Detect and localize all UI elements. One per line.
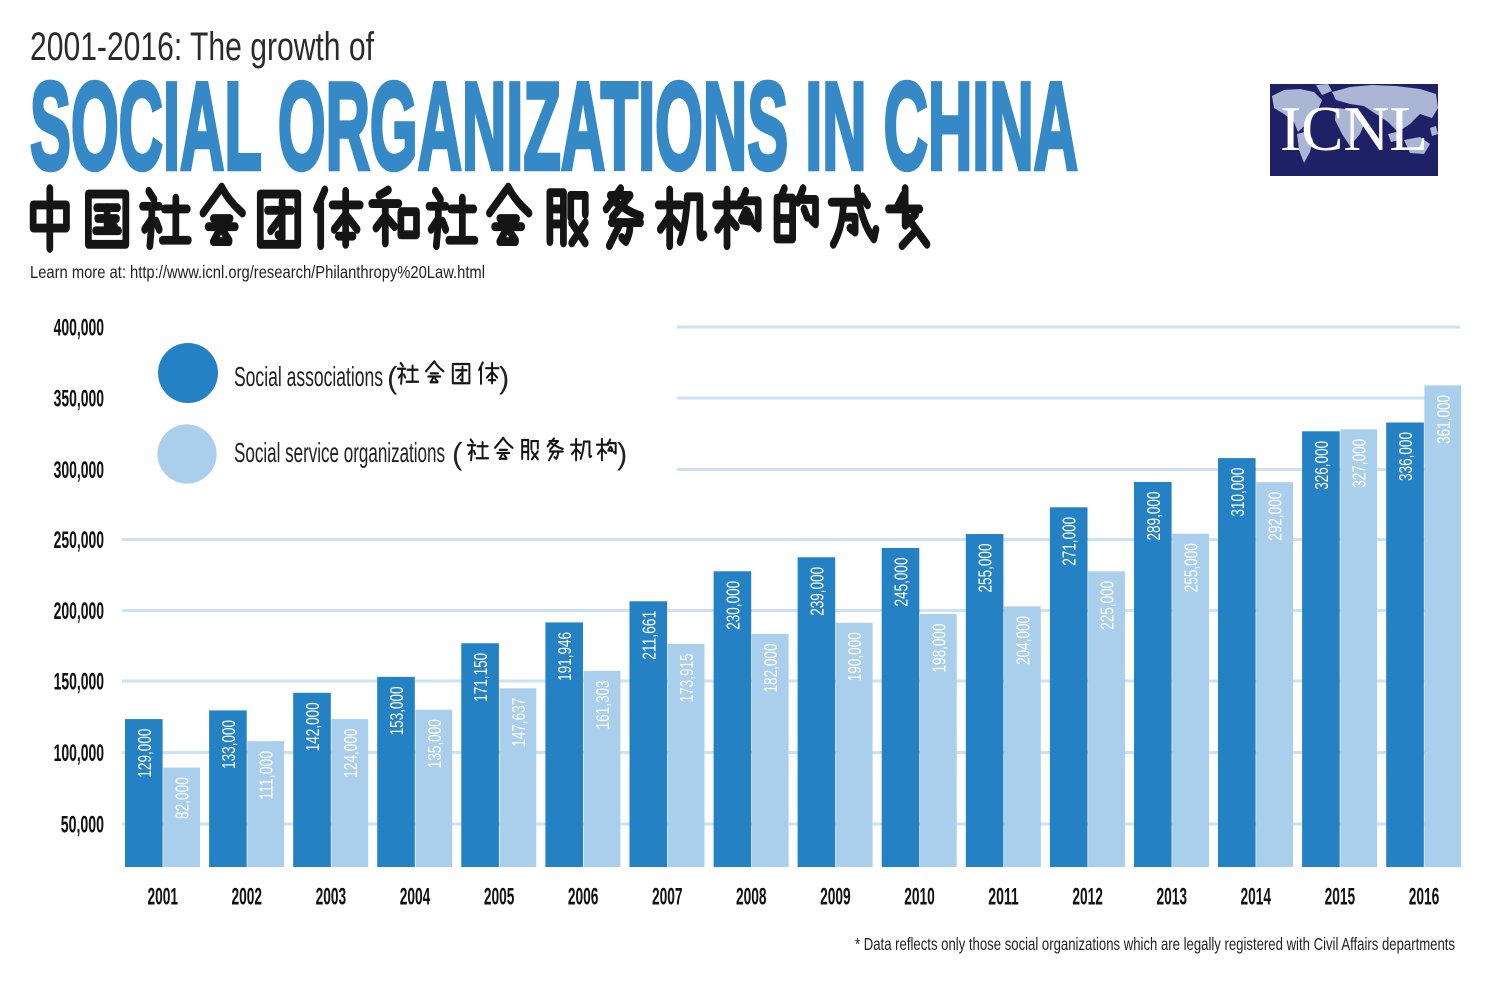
svg-text:255,000: 255,000 xyxy=(976,544,996,593)
svg-text:173,915: 173,915 xyxy=(677,653,697,702)
svg-text:135,000: 135,000 xyxy=(425,719,445,768)
svg-text:Social associations: Social associations xyxy=(234,361,383,392)
svg-text:292,000: 292,000 xyxy=(1266,492,1286,541)
svg-text:50,000: 50,000 xyxy=(61,812,104,839)
svg-text:2013: 2013 xyxy=(1156,884,1187,911)
svg-text:300,000: 300,000 xyxy=(54,457,104,484)
svg-text:2003: 2003 xyxy=(316,884,347,911)
svg-text:2014: 2014 xyxy=(1241,884,1272,911)
svg-text:350,000: 350,000 xyxy=(54,386,104,413)
svg-text:150,000: 150,000 xyxy=(54,669,104,696)
svg-text:2006: 2006 xyxy=(568,884,599,911)
svg-text:400,000: 400,000 xyxy=(54,315,104,342)
svg-text:100,000: 100,000 xyxy=(54,740,104,767)
svg-text:161,303: 161,303 xyxy=(593,680,613,729)
svg-text:2011: 2011 xyxy=(988,884,1019,911)
svg-text:230,000: 230,000 xyxy=(723,581,743,630)
svg-text:271,000: 271,000 xyxy=(1060,517,1080,566)
svg-text:225,000: 225,000 xyxy=(1098,581,1118,630)
svg-text:255,000: 255,000 xyxy=(1182,543,1202,592)
svg-text:361,000: 361,000 xyxy=(1434,395,1454,444)
svg-text:190,000: 190,000 xyxy=(845,632,865,681)
svg-text:2005: 2005 xyxy=(484,884,515,911)
svg-text:327,000: 327,000 xyxy=(1350,439,1370,488)
svg-text:129,000: 129,000 xyxy=(135,729,155,778)
svg-text:326,000: 326,000 xyxy=(1312,441,1332,490)
svg-text:153,000: 153,000 xyxy=(387,686,407,735)
svg-text:82,000: 82,000 xyxy=(173,777,193,819)
svg-text:211,661: 211,661 xyxy=(639,611,659,660)
svg-text:200,000: 200,000 xyxy=(54,598,104,625)
svg-text:(: ( xyxy=(452,436,463,471)
svg-text:2007: 2007 xyxy=(652,884,683,911)
svg-text:111,000: 111,000 xyxy=(257,751,277,800)
svg-text:124,000: 124,000 xyxy=(341,729,361,778)
svg-text:2016: 2016 xyxy=(1409,884,1440,911)
svg-text:289,000: 289,000 xyxy=(1144,492,1164,541)
svg-text:239,000: 239,000 xyxy=(807,567,827,616)
svg-text:ICNL: ICNL xyxy=(1280,94,1428,164)
svg-text:2002: 2002 xyxy=(232,884,263,911)
svg-text:2010: 2010 xyxy=(904,884,935,911)
svg-text:171,150: 171,150 xyxy=(471,653,491,702)
svg-text:2009: 2009 xyxy=(820,884,851,911)
svg-text:147,637: 147,637 xyxy=(509,698,529,747)
svg-text:2008: 2008 xyxy=(736,884,767,911)
svg-text:Social service organizations: Social service organizations xyxy=(234,437,445,468)
svg-text:310,000: 310,000 xyxy=(1228,468,1248,517)
svg-text:(: ( xyxy=(387,360,398,395)
svg-text:198,000: 198,000 xyxy=(929,624,949,673)
svg-text:2012: 2012 xyxy=(1072,884,1103,911)
svg-text:SOCIAL ORGANIZATIONS IN CHINA: SOCIAL ORGANIZATIONS IN CHINA xyxy=(30,58,1078,196)
svg-text:* Data reflects only those soc: * Data reflects only those social organi… xyxy=(855,934,1455,954)
svg-text:2001-2016: The growth of: 2001-2016: The growth of xyxy=(30,25,375,69)
svg-text:204,000: 204,000 xyxy=(1013,616,1033,665)
svg-text:191,946: 191,946 xyxy=(555,632,575,681)
svg-text:245,000: 245,000 xyxy=(892,558,912,607)
svg-text:133,000: 133,000 xyxy=(219,720,239,769)
svg-text:142,000: 142,000 xyxy=(303,702,323,751)
svg-text:182,000: 182,000 xyxy=(761,644,781,693)
svg-text:2015: 2015 xyxy=(1325,884,1356,911)
svg-text:336,000: 336,000 xyxy=(1396,432,1416,481)
svg-text:250,000: 250,000 xyxy=(54,527,104,554)
svg-text:): ) xyxy=(617,436,627,471)
svg-text:Learn more at: http://www.icnl: Learn more at: http://www.icnl.org/resea… xyxy=(30,262,485,282)
svg-text:2001: 2001 xyxy=(148,884,179,911)
svg-text:): ) xyxy=(499,360,509,395)
svg-text:2004: 2004 xyxy=(400,884,431,911)
